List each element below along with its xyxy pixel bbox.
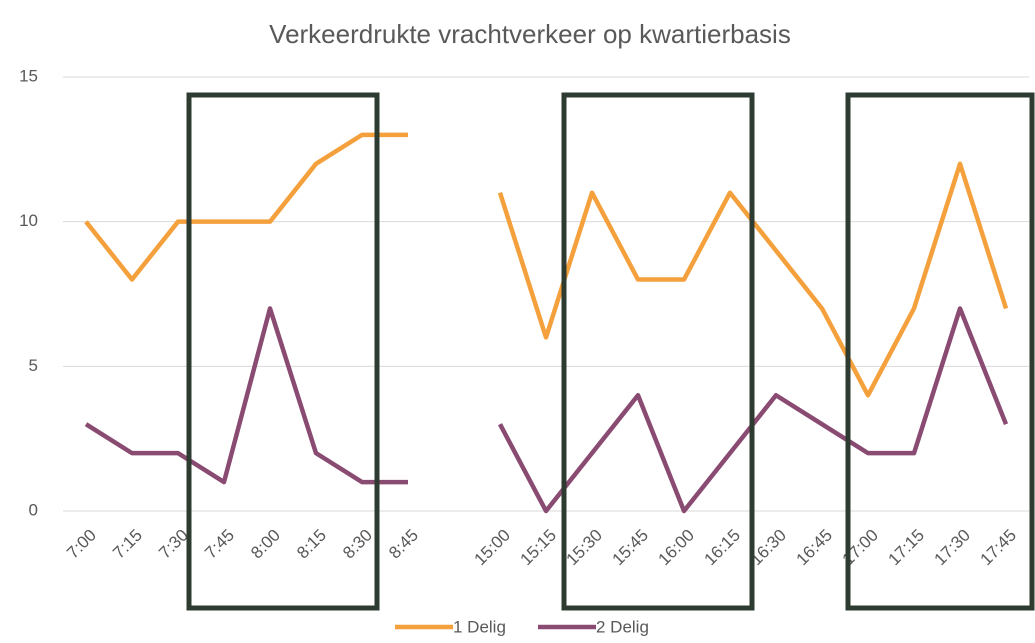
chart-title: Verkeerdrukte vrachtverkeer op kwartierb… bbox=[269, 19, 791, 49]
plot: 0 5 10 15 7:00 7:15 7:30 7:45 8:00 8:15 8:30 8:45 15… bbox=[19, 66, 1029, 569]
highlight-box bbox=[561, 92, 755, 611]
y-tick-label: 15 bbox=[19, 66, 38, 85]
x-tick-label: 8:15 bbox=[293, 526, 330, 563]
x-tick-label: 7:15 bbox=[109, 526, 146, 563]
highlight-box bbox=[845, 92, 1035, 611]
x-tick-label: 15:00 bbox=[470, 526, 514, 570]
x-tick-label: 17:45 bbox=[976, 526, 1020, 570]
series-line bbox=[84, 132, 1009, 398]
x-tick-label: 15:45 bbox=[608, 526, 652, 570]
x-tick-label: 16:15 bbox=[700, 526, 744, 570]
x-tick-label: 7:30 bbox=[155, 526, 192, 563]
x-tick-label: 15:30 bbox=[562, 526, 606, 570]
legend-label: 2 Delig bbox=[596, 617, 649, 636]
x-tick-label: 8:00 bbox=[247, 526, 284, 563]
x-tick-label: 16:45 bbox=[792, 526, 836, 570]
x-tick-label: 8:45 bbox=[385, 526, 422, 563]
y-tick-label: 0 bbox=[29, 500, 38, 519]
x-tick-label: 7:45 bbox=[201, 526, 238, 563]
x-tick-label: 17:30 bbox=[930, 526, 974, 570]
x-tick-label: 7:00 bbox=[63, 526, 100, 563]
y-tick-label: 10 bbox=[19, 211, 38, 230]
y-tick-label: 5 bbox=[29, 356, 38, 375]
legend-label: 1 Delig bbox=[453, 617, 506, 636]
x-tick-label: 17:15 bbox=[884, 526, 928, 570]
x-tick-label: 15:15 bbox=[516, 526, 560, 570]
x-tick-label: 17:00 bbox=[838, 526, 882, 570]
x-tick-label: 16:00 bbox=[654, 526, 698, 570]
x-tick-label: 8:30 bbox=[339, 526, 376, 563]
highlight-box bbox=[186, 92, 380, 611]
annotation-boxes bbox=[186, 92, 1035, 611]
